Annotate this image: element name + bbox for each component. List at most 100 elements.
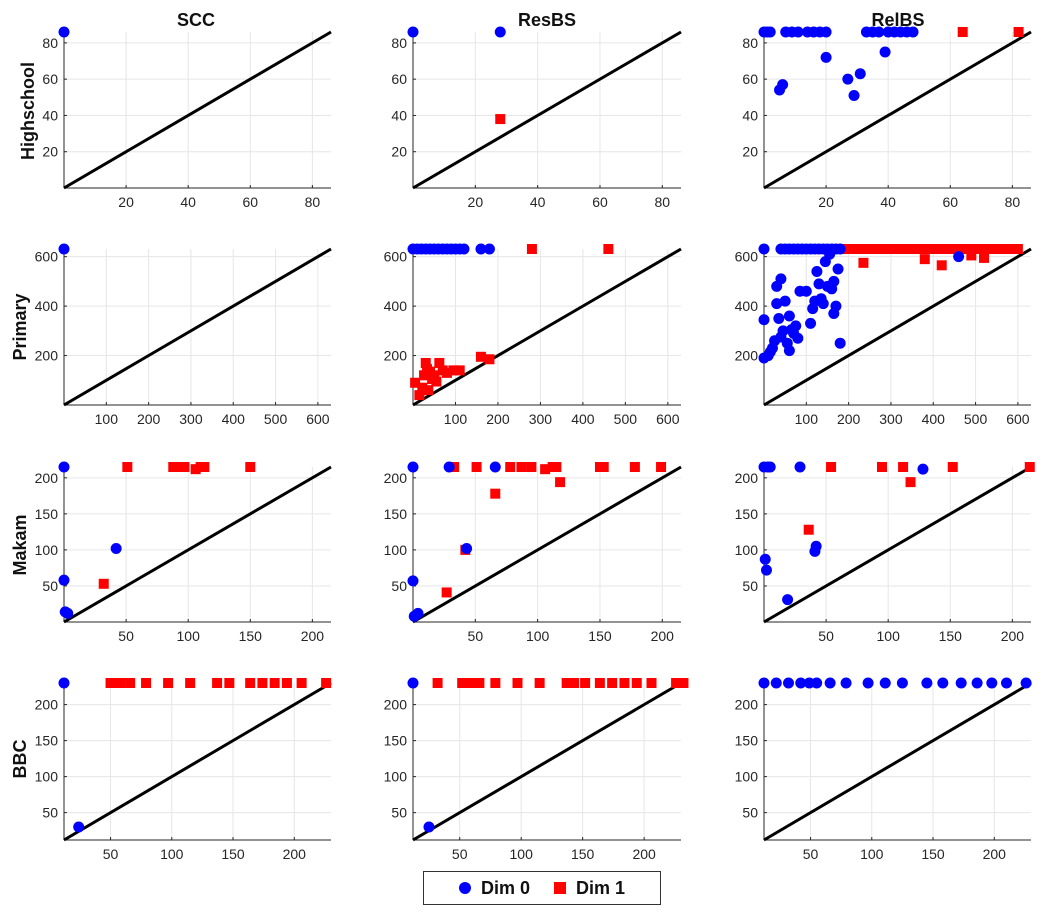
- dim1-point: [410, 377, 421, 388]
- x-tick-label: 60: [942, 194, 958, 210]
- dim0-point: [1020, 677, 1032, 689]
- row-titles: Highschool Primary Makam BBC: [10, 62, 38, 779]
- x-tick-label: 400: [222, 411, 246, 427]
- dim1-point: [869, 244, 880, 254]
- dim0-point: [412, 607, 424, 619]
- dim1-point: [987, 244, 998, 254]
- dim1-point: [898, 244, 909, 254]
- x-tick-label: 200: [301, 628, 325, 644]
- dim1-point: [471, 462, 482, 472]
- y-tick-label: 150: [384, 733, 408, 749]
- x-tick-label: 20: [468, 194, 484, 210]
- x-tick-label: 300: [879, 411, 903, 427]
- diagonal-line: [412, 465, 682, 624]
- dim1-point: [321, 678, 332, 688]
- dim1-point: [970, 244, 981, 254]
- dim0-point: [758, 314, 770, 326]
- legend: Dim 0 Dim 1: [423, 871, 661, 905]
- dim0-point: [494, 26, 506, 38]
- x-tick-label: 50: [803, 846, 819, 862]
- dim1-point: [876, 462, 887, 472]
- series-dim0: [758, 26, 919, 101]
- y-tick-label: 150: [384, 506, 408, 522]
- x-tick-label: 200: [137, 411, 161, 427]
- dim0-point: [764, 26, 776, 38]
- tick-labels: 20 40 60 80 20 40 60 80: [42, 35, 320, 210]
- dim0-point: [955, 677, 967, 689]
- dim1-point: [803, 524, 814, 535]
- y-tick-label: 80: [391, 35, 407, 51]
- dim0-point: [820, 51, 832, 63]
- x-tick-label: 100: [795, 411, 819, 427]
- dim0-point: [817, 298, 829, 310]
- x-tick-label: 50: [118, 628, 134, 644]
- dim0-point: [848, 89, 860, 101]
- dim1-point: [526, 462, 537, 472]
- tick-labels: 100 200 300 400 500 600 200 400 600: [735, 249, 1030, 427]
- dim1-point: [441, 367, 452, 378]
- x-tick-label: 300: [179, 411, 203, 427]
- y-tick-label: 20: [742, 144, 758, 160]
- series-dim0: [58, 243, 70, 255]
- dim1-point: [429, 370, 440, 381]
- y-tick-label: 50: [742, 805, 758, 821]
- dim1-point: [898, 462, 909, 472]
- series-dim1: [410, 244, 614, 401]
- y-tick-label: 100: [384, 542, 408, 558]
- diagonal-line: [63, 465, 332, 624]
- dim0-point: [896, 677, 908, 689]
- dim1-point: [490, 678, 501, 688]
- dim0-point: [840, 677, 852, 689]
- dim1-point: [551, 462, 562, 472]
- dim1-point: [607, 678, 618, 688]
- row-title-makam: Makam: [10, 514, 30, 575]
- row-title-primary: Primary: [10, 293, 30, 360]
- dim1-point: [490, 488, 501, 499]
- legend-entry-dim0: Dim 0: [458, 878, 530, 899]
- panel-highschool-scc: 20 40 60 80 20 40 60 80: [42, 26, 332, 210]
- panel-highschool-resbs: 20 40 60 80 20 40 60 80: [391, 26, 682, 210]
- diagonal-line: [412, 247, 682, 407]
- dim0-point: [873, 26, 885, 38]
- gridlines: [64, 249, 331, 405]
- dim1-point: [957, 27, 968, 37]
- y-tick-label: 50: [742, 578, 758, 594]
- column-title-relbs: RelBS: [871, 10, 924, 30]
- dim1-point: [505, 462, 516, 472]
- y-tick-label: 200: [35, 697, 59, 713]
- y-tick-label: 60: [391, 71, 407, 87]
- y-tick-label: 40: [42, 107, 58, 123]
- diagonal-line: [412, 681, 682, 842]
- tick-labels: 50 100 150 200 50 100 150 200: [384, 697, 656, 862]
- dim0-point: [782, 594, 794, 606]
- dim1-point: [296, 678, 307, 688]
- dim0-point: [790, 320, 802, 332]
- y-tick-label: 50: [391, 805, 407, 821]
- diagonal-line: [63, 30, 332, 190]
- x-tick-label: 300: [529, 411, 553, 427]
- dim0-point: [811, 677, 823, 689]
- dim1-point: [569, 678, 580, 688]
- diagonal-line: [763, 681, 1032, 842]
- series-dim0: [58, 26, 70, 38]
- y-tick-label: 200: [735, 470, 759, 486]
- dim1-point: [603, 244, 614, 254]
- x-tick-label: 100: [95, 411, 119, 427]
- y-tick-label: 200: [384, 697, 408, 713]
- dim0-point: [423, 821, 435, 833]
- y-tick-label: 400: [35, 298, 59, 314]
- legend-marker-dim1: [554, 882, 566, 894]
- x-tick-label: 40: [880, 194, 896, 210]
- dim0-point: [475, 243, 487, 255]
- y-tick-label: 100: [35, 542, 59, 558]
- series-dim1: [432, 678, 689, 688]
- dim1-point: [966, 250, 977, 261]
- column-titles: SCC ResBS RelBS: [177, 10, 925, 30]
- y-tick-label: 600: [384, 249, 408, 265]
- y-tick-label: 20: [42, 144, 58, 160]
- x-tick-label: 500: [614, 411, 638, 427]
- x-tick-label: 50: [103, 846, 119, 862]
- dim1-point: [495, 114, 506, 125]
- dim0-point: [879, 46, 891, 58]
- dim1-point: [919, 244, 930, 254]
